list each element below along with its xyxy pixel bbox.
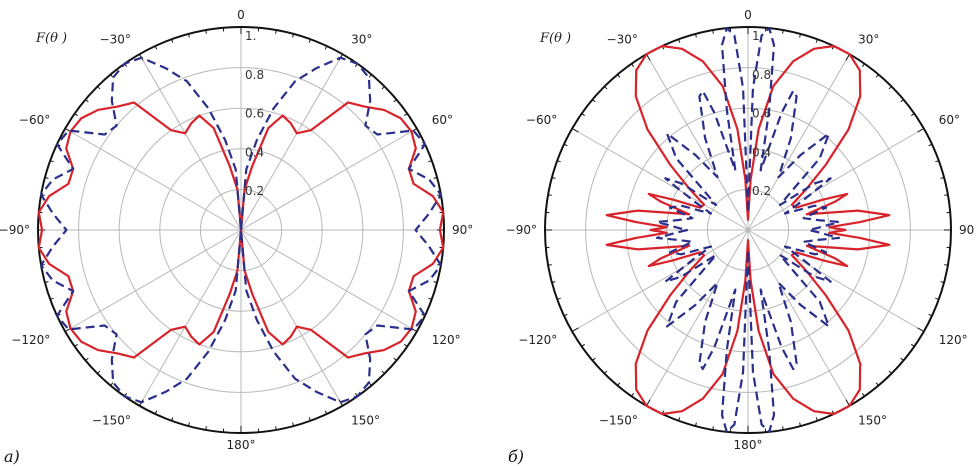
angular-tick-label: 0 <box>237 8 245 22</box>
radial-tick-label: 0.6 <box>245 107 264 121</box>
grid-spoke <box>747 128 925 231</box>
grid-spoke <box>571 229 749 332</box>
radial-tick-label: 0.4 <box>245 145 264 159</box>
angular-tick-label: −90° <box>506 223 537 237</box>
chart-title: F(θ ) <box>35 31 67 46</box>
angular-tick-label: 30° <box>858 32 879 46</box>
angular-tick-label: −150° <box>599 414 638 428</box>
grid-spoke <box>64 128 242 231</box>
grid-spoke <box>64 229 242 332</box>
radial-tick-label: 0.6 <box>752 107 771 121</box>
frame-circle <box>544 26 952 434</box>
grid-spoke <box>747 229 925 332</box>
frame-tick <box>917 327 925 332</box>
angular-tick-label: 90 <box>959 223 974 237</box>
angular-tick-label: −30° <box>607 32 638 46</box>
radial-tick-label: 0.2 <box>752 184 771 198</box>
radial-tick-label: 1. <box>752 29 763 43</box>
angular-tick-label: 150° <box>858 414 887 428</box>
radial-tick-label: 0.8 <box>245 68 264 82</box>
frame-tick <box>571 128 579 133</box>
angular-tick-label: −60° <box>19 113 50 127</box>
angular-tick-label: 60° <box>432 113 453 127</box>
angular-tick-label: 180° <box>227 438 256 452</box>
radial-tick-label: 0.4 <box>752 145 771 159</box>
angular-tick-label: −60° <box>526 113 557 127</box>
angular-tick-label: 60° <box>939 113 960 127</box>
panel-label: а) <box>4 447 20 466</box>
grid-spoke <box>240 229 343 407</box>
angular-tick-label: −90° <box>0 223 30 237</box>
grid-spoke <box>139 229 242 407</box>
radial-tick-label: 1. <box>245 29 256 43</box>
angular-tick-label: −120° <box>518 333 557 347</box>
polar-chart-1: 0.2 0.4 0.6 0.8 1.0 30° 60° 90° 120° 150° 180° −150… <box>0 8 473 466</box>
panel-label: б) <box>508 447 524 466</box>
grid-spoke <box>240 229 418 332</box>
angular-tick-label: 30° <box>351 32 372 46</box>
angular-tick-label: −120° <box>11 333 50 347</box>
radial-tick-label: 0.8 <box>752 68 771 82</box>
frame-tick <box>571 327 579 332</box>
frame-tick <box>917 128 925 133</box>
angular-tick-label: −30° <box>100 32 131 46</box>
grid-spoke <box>747 229 850 407</box>
angular-tick-label: 180° <box>734 438 763 452</box>
series-red-line <box>605 44 891 416</box>
grid-spoke <box>646 53 749 231</box>
frame-circle <box>37 26 445 434</box>
angular-tick-label: −150° <box>92 414 131 428</box>
grid-spoke <box>240 128 418 231</box>
grid-spoke <box>571 128 749 231</box>
grid-spoke <box>646 229 749 407</box>
chart-title: F(θ ) <box>539 31 571 46</box>
radial-tick-label: 0.2 <box>245 184 264 198</box>
grid-spoke <box>139 53 242 231</box>
angular-tick-label: 0 <box>744 8 752 22</box>
grid-spoke <box>240 53 343 231</box>
angular-tick-label: 120° <box>939 333 968 347</box>
grid-spoke <box>747 53 850 231</box>
series-blue-line <box>39 56 443 404</box>
angular-tick-label: 120° <box>432 333 461 347</box>
angular-tick-label: 90° <box>452 223 473 237</box>
polar-chart-2: 0.2 0.4 0.6 0.8 1.0 30° 60° 90 120° 150° 180° −150°… <box>506 8 975 466</box>
angular-tick-label: 150° <box>351 414 380 428</box>
